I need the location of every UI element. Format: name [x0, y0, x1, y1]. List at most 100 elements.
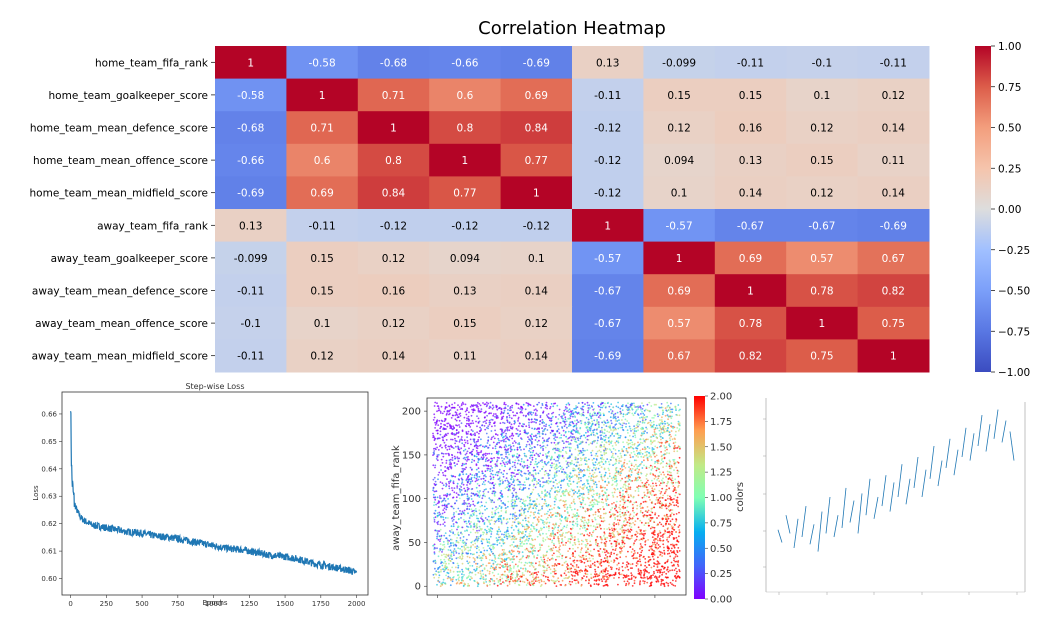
scatter-point [657, 477, 660, 480]
scatter-point [498, 528, 500, 531]
scatter-point [463, 439, 466, 442]
scatter-point [538, 423, 541, 426]
scatter-point [500, 446, 503, 449]
scatter-point [569, 520, 571, 523]
scatter-point [542, 519, 544, 522]
scatter-point [644, 500, 647, 503]
scatter-point [588, 467, 591, 470]
scatter-point [497, 573, 500, 575]
scatter-point [477, 467, 480, 470]
scatter-point [549, 505, 552, 507]
scatter-point [459, 439, 461, 442]
scatter-point [451, 489, 454, 492]
scatter-point [531, 546, 534, 549]
scatter-point [582, 447, 584, 450]
scatter-point [612, 464, 614, 466]
scatter-point [478, 471, 480, 473]
scatter-point [585, 459, 588, 462]
scatter-point [676, 414, 679, 416]
scatter-point [531, 427, 533, 430]
scatter-point [534, 547, 536, 550]
scatter-point [450, 525, 453, 528]
scatter-point [592, 462, 594, 464]
scatter-point [451, 558, 453, 560]
scatter-point [594, 468, 597, 471]
heatmap-cell [572, 143, 644, 177]
scatter-point [466, 436, 468, 439]
scatter-point [641, 448, 644, 450]
scatter-point [565, 435, 567, 438]
scatter-point [576, 419, 578, 422]
scatter-point [517, 547, 520, 550]
scatter-point [459, 412, 462, 415]
scatter-point [639, 406, 642, 409]
scatter-point [657, 539, 659, 542]
scatter-point [539, 534, 542, 537]
scatter-point [479, 490, 481, 492]
scatter-point [636, 504, 639, 507]
scatter-point [648, 490, 651, 493]
scatter-point [632, 509, 634, 512]
scatter-point [537, 571, 540, 573]
heatmap-cell [500, 209, 573, 243]
scatter-point [476, 431, 478, 434]
heatmap-cell [643, 306, 716, 340]
scatter-point [626, 505, 629, 508]
scatter-point [510, 500, 513, 503]
scatter-point [475, 443, 477, 445]
scatter-point [482, 490, 485, 493]
scatter-point [626, 475, 628, 478]
scatter-point [616, 553, 619, 556]
scatter-point [522, 423, 524, 425]
scatter-point [613, 491, 616, 494]
scatter-point [501, 493, 503, 495]
scatter-point [635, 564, 638, 567]
scatter-point [504, 406, 507, 409]
scatter-point [434, 562, 437, 564]
scatter-point [616, 564, 619, 566]
scatter-point [622, 489, 624, 492]
scatter-point [586, 509, 589, 512]
scatter-point [526, 440, 529, 443]
scatter-point [673, 546, 676, 549]
scatter-point [633, 430, 636, 432]
scatter-point [544, 489, 547, 492]
scatter-point [548, 419, 551, 422]
scatter-point [559, 518, 561, 521]
scatter-point [672, 459, 675, 461]
scatter-point [557, 459, 559, 462]
scatter-point [608, 469, 610, 472]
scatter-point [675, 572, 678, 575]
scatter-point [476, 539, 479, 541]
scatter-point [630, 464, 633, 467]
scatter-point [479, 404, 482, 407]
heatmap-cell [643, 274, 716, 308]
scatter-point [558, 413, 561, 416]
scatter-point [492, 414, 495, 417]
scatter-point [648, 524, 650, 527]
scatter-point [655, 546, 657, 549]
scatter-point [506, 505, 509, 508]
scatter-point [566, 446, 569, 448]
loss-y-tick-label: 0.62 [41, 520, 57, 528]
scatter-point [442, 439, 445, 442]
scatter-point [558, 408, 561, 411]
scatter-point [562, 429, 565, 432]
scatter-point [607, 467, 610, 470]
scatter-point [565, 452, 568, 455]
scatter-point [637, 487, 640, 490]
scatter-point [628, 409, 631, 412]
scatter-point [492, 473, 494, 476]
scatter-point [622, 499, 625, 502]
scatter-point [468, 523, 471, 525]
scatter-point [558, 490, 560, 493]
scatter-point [507, 483, 510, 486]
scatter-point [677, 429, 680, 432]
scatter-point [661, 423, 664, 425]
scatter-point [627, 494, 630, 496]
scatter-point [480, 438, 482, 441]
scatter-point [469, 578, 472, 581]
scatter-point [514, 475, 516, 478]
scatter-point [621, 465, 623, 468]
